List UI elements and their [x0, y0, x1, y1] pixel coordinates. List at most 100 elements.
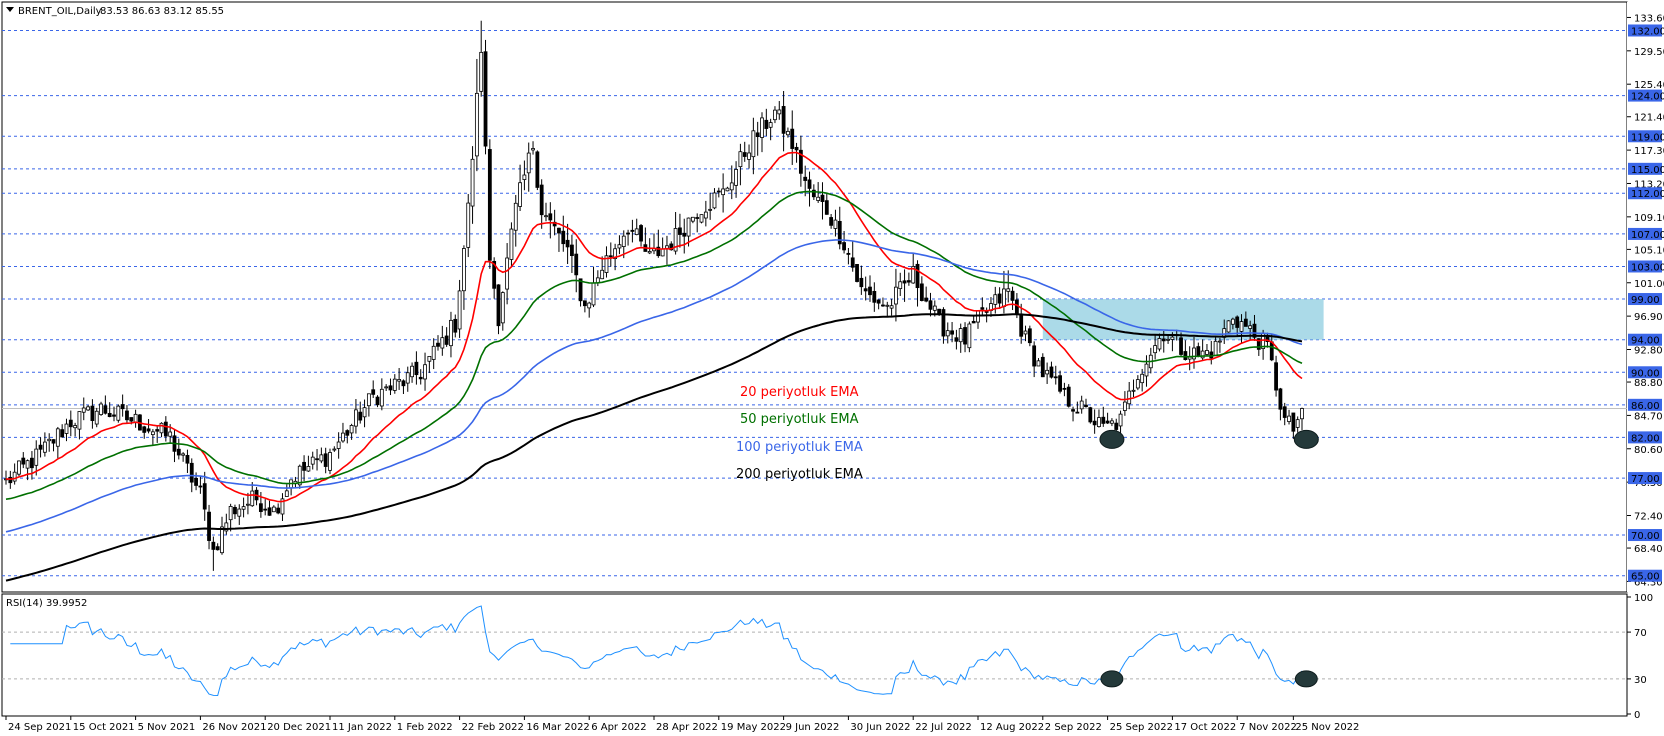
price-level-tag — [1628, 187, 1662, 200]
candle-body — [103, 405, 108, 414]
rsi-panel[interactable]: 100 70 30 0 RSI(14) 39.9952 — [1, 593, 1653, 721]
price-axis: 133.60 129.50 125.40 121.40 117.30 113.20 109.… — [1627, 2, 1664, 592]
ema-lines — [5, 151, 1303, 582]
candle-body — [47, 438, 52, 442]
legend-ema50: 50 periyotluk EMA — [740, 412, 859, 427]
time-tick-label: 12 Aug 2022 — [980, 722, 1044, 733]
candle-body — [474, 92, 479, 157]
time-tick-label: 19 May 2022 — [721, 722, 786, 733]
candle-body — [522, 174, 527, 180]
candle-body — [90, 405, 95, 422]
candle-body — [427, 356, 432, 362]
candle-body — [626, 232, 630, 235]
candle-body — [302, 461, 306, 471]
rsi-line — [10, 605, 1303, 697]
candle-body — [591, 282, 596, 306]
candle-body — [444, 335, 449, 345]
candle-body — [721, 188, 726, 196]
candle-body — [107, 412, 112, 418]
candle-body — [1118, 413, 1123, 427]
candle-body — [470, 158, 475, 207]
candle-body — [824, 200, 829, 215]
time-tick-label: 2 Sep 2022 — [1045, 722, 1102, 733]
candle-body — [786, 130, 790, 136]
candle-body — [198, 485, 203, 488]
candle-body — [487, 149, 492, 261]
rsi-level-lines — [2, 631, 1627, 680]
candle-body — [1019, 313, 1024, 337]
candle-body — [64, 423, 69, 434]
candle-body — [375, 396, 380, 406]
candle-body — [120, 404, 125, 410]
candle-body — [1040, 356, 1045, 378]
time-tick-label: 22 Feb 2022 — [462, 722, 524, 733]
price-panel[interactable]: 133.60 129.50 125.40 121.40 117.30 113.20 109.… — [1, 1, 1664, 593]
price-tick-label: 129.50 — [1634, 47, 1664, 58]
candle-body — [483, 51, 488, 147]
price-tick-label: 113.20 — [1634, 179, 1664, 190]
candle-body — [194, 477, 198, 486]
candle-body — [885, 304, 890, 307]
candle-body — [34, 448, 39, 466]
candle-body — [436, 342, 440, 347]
candle-body — [68, 419, 73, 428]
price-tick-label: 109.10 — [1634, 213, 1664, 224]
candle-body — [729, 182, 734, 191]
bottom-marker — [1099, 429, 1125, 449]
legend-ema20: 20 periyotluk EMA — [740, 385, 859, 400]
candle-body — [850, 257, 855, 268]
candle-body — [548, 213, 553, 221]
candle-body — [993, 294, 998, 305]
candle-body — [1140, 373, 1145, 384]
candle-body — [716, 190, 721, 193]
candle-body — [570, 244, 574, 256]
candle-body — [1075, 411, 1080, 414]
candle-body — [980, 307, 985, 310]
candle-body — [518, 182, 522, 207]
price-level-label: 82.00 — [1631, 433, 1660, 444]
time-tick-label: 25 Sep 2022 — [1110, 722, 1173, 733]
candle-body — [945, 330, 950, 337]
candle-body — [1218, 340, 1222, 343]
candle-body — [116, 405, 121, 421]
candle-body — [634, 228, 639, 236]
candle-body — [323, 453, 328, 467]
candle-body — [366, 393, 371, 407]
candle-body — [358, 411, 363, 421]
candle-body — [924, 297, 929, 302]
price-level-tag — [1628, 130, 1662, 143]
candle-body — [1114, 422, 1119, 430]
ema-line-100 — [5, 239, 1303, 533]
candle-body — [928, 300, 933, 310]
candle-body — [1023, 330, 1028, 335]
candle-body — [12, 471, 17, 482]
rsi-tick-label: 100 — [1634, 593, 1653, 604]
candle-body — [263, 508, 268, 511]
candle-body — [280, 498, 285, 515]
collapse-triangle-icon[interactable] — [6, 7, 14, 12]
candle-body — [764, 119, 769, 129]
candle-body — [911, 266, 916, 284]
candle-body — [241, 506, 246, 510]
candle-body — [647, 251, 652, 254]
candle-body — [509, 228, 514, 260]
price-level-label: 77.00 — [1631, 474, 1660, 485]
candle-body — [621, 235, 626, 247]
candle-body — [431, 345, 436, 360]
candle-body — [811, 189, 816, 198]
candle-body — [561, 230, 566, 245]
candle-body — [258, 503, 263, 512]
candle-body — [30, 457, 34, 469]
candle-body — [25, 460, 30, 469]
time-tick-label: 25 Nov 2022 — [1295, 722, 1359, 733]
candle-body — [578, 278, 583, 302]
price-level-tag — [1628, 398, 1662, 411]
candle-body — [146, 428, 151, 432]
price-tick-label: 88.80 — [1634, 378, 1663, 389]
candle-body — [1256, 338, 1261, 350]
candle-body — [440, 337, 445, 349]
candle-body — [163, 421, 168, 437]
candle-body — [496, 284, 501, 327]
candle-body — [526, 152, 531, 174]
